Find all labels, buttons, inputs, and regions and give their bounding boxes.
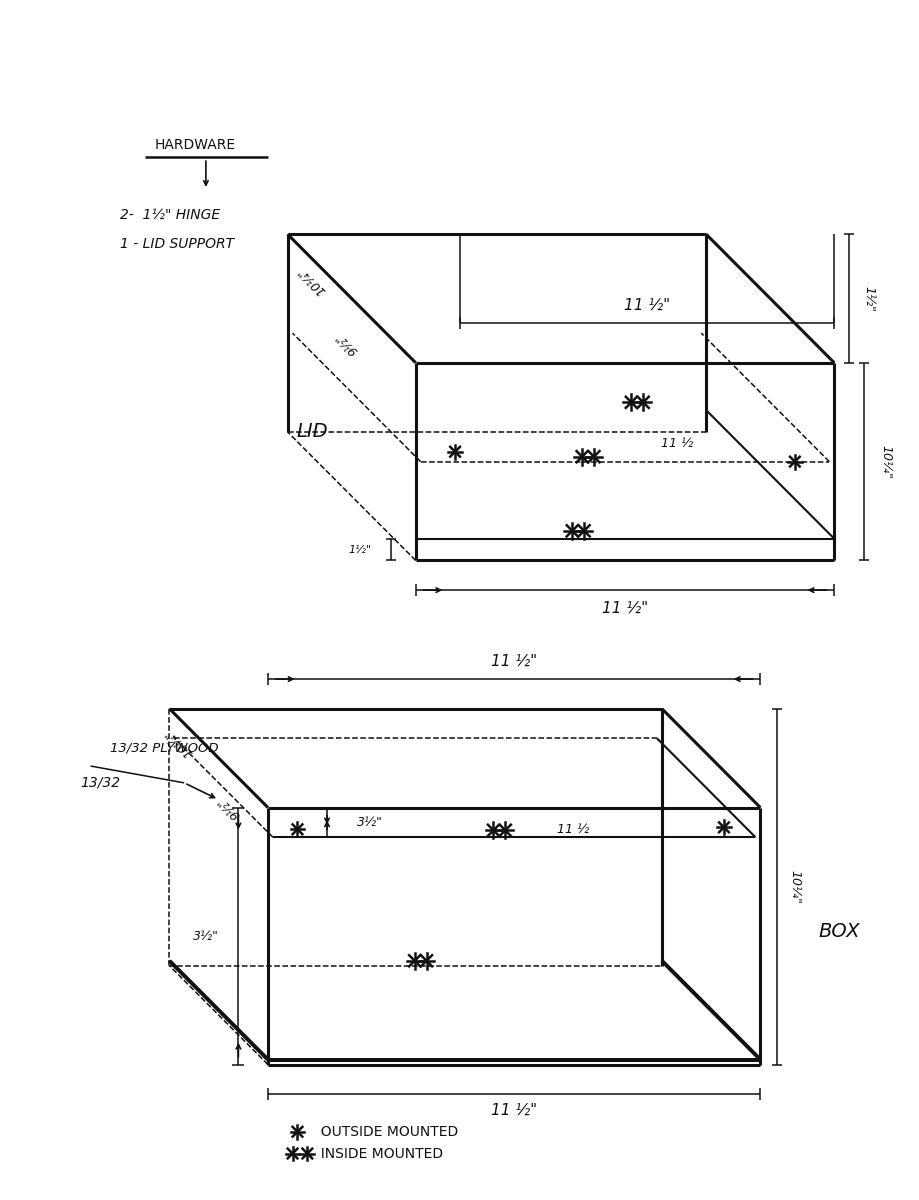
Text: 11 ½: 11 ½ xyxy=(660,437,692,450)
Text: 9½": 9½" xyxy=(333,329,360,356)
Text: INSIDE MOUNTED: INSIDE MOUNTED xyxy=(312,1146,443,1160)
Text: 11 ½": 11 ½" xyxy=(623,298,669,313)
Text: 11 ½": 11 ½" xyxy=(491,654,537,668)
Text: 13/32 PLYWOOD: 13/32 PLYWOOD xyxy=(110,742,219,755)
Text: 10¼": 10¼" xyxy=(878,445,891,479)
Text: 3½": 3½" xyxy=(193,930,219,942)
Text: OUTSIDE MOUNTED: OUTSIDE MOUNTED xyxy=(312,1124,458,1139)
Text: 10¼": 10¼" xyxy=(163,726,196,758)
Text: 11 ½": 11 ½" xyxy=(602,600,648,616)
Text: 1½": 1½" xyxy=(861,286,874,312)
Text: 10¼": 10¼" xyxy=(788,870,800,904)
Text: 1½": 1½" xyxy=(348,545,371,554)
Text: 11 ½: 11 ½ xyxy=(557,823,589,836)
Text: 1 - LID SUPPORT: 1 - LID SUPPORT xyxy=(120,238,234,251)
Text: HARDWARE: HARDWARE xyxy=(154,138,235,152)
Text: BOX: BOX xyxy=(818,922,859,941)
Text: 10¼": 10¼" xyxy=(295,264,328,298)
Text: 13/32: 13/32 xyxy=(81,776,120,790)
Text: 9½": 9½" xyxy=(214,794,242,821)
Text: 11 ½": 11 ½" xyxy=(491,1103,537,1117)
Text: 2-  1½" HINGE: 2- 1½" HINGE xyxy=(120,208,220,222)
Text: LID: LID xyxy=(296,422,328,442)
Text: 3½": 3½" xyxy=(357,816,382,829)
